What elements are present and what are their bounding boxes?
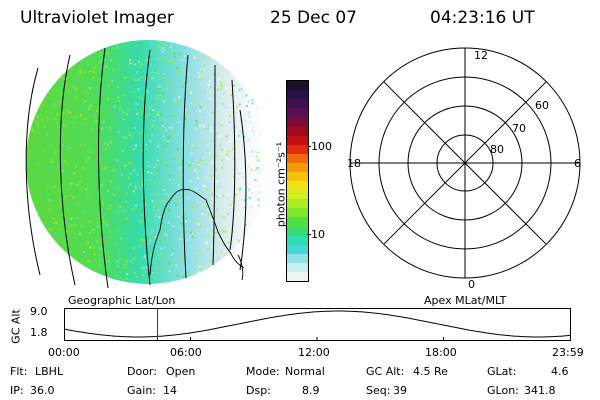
status-glon-label: GLon: — [487, 384, 519, 397]
status-seq-value: 39 — [393, 384, 407, 397]
timeline-frame — [64, 308, 571, 341]
longitude-lines — [25, 47, 247, 289]
colorbar-swatch — [287, 181, 308, 191]
status-dsp-label: Dsp: — [246, 384, 271, 397]
timeline-xtick-0000: 00:00 — [48, 346, 80, 359]
colorbar-swatch — [287, 117, 308, 127]
timeline-right-label: Apex MLat/MLT — [424, 294, 507, 307]
colorbar-swatch — [287, 217, 308, 227]
timeline-xtick-0600: 06:00 — [170, 346, 202, 359]
observation-time: 04:23:16 UT — [430, 8, 535, 28]
timeline-ytick-min: 1.8 — [30, 326, 48, 339]
colorbar-swatch — [287, 99, 308, 109]
status-mode-value: Normal — [285, 365, 325, 378]
altitude-timeline — [64, 308, 572, 341]
colorbar-swatch — [287, 81, 308, 91]
colorbar-swatch — [287, 171, 308, 182]
mlt-label-12: 12 — [474, 49, 488, 62]
instrument-title: Ultraviolet Imager — [20, 8, 174, 28]
colorbar-swatch — [287, 235, 308, 245]
colorbar-swatch — [287, 135, 308, 145]
colorbar-swatch — [287, 144, 308, 154]
colorbar-swatch — [287, 262, 308, 272]
status-seq-label: Seq: — [366, 384, 391, 397]
status-dsp-value: 8.9 — [302, 384, 320, 397]
timeline-axis-label: GC Alt — [9, 309, 23, 344]
colorbar-tick-10: 10 — [311, 228, 325, 241]
status-mode-label: Mode: — [246, 365, 280, 378]
colorbar-swatch — [287, 199, 308, 209]
timeline-left-label: Geographic Lat/Lon — [68, 294, 176, 307]
coastline — [149, 188, 245, 281]
observation-date: 25 Dec 07 — [270, 8, 357, 28]
timeline-xtick-1200: 12:00 — [298, 346, 330, 359]
color-scale-bar — [286, 80, 309, 282]
status-flt-label: Flt: — [10, 365, 28, 378]
auroral-emission — [26, 40, 260, 284]
timeline-xtick-1800: 18:00 — [425, 346, 457, 359]
status-glon-value: 341.8 — [524, 384, 556, 397]
status-flt-value: LBHL — [35, 365, 64, 378]
lat-label-60: 60 — [535, 99, 549, 112]
colorbar-swatch — [287, 126, 308, 136]
status-gain-value: 14 — [163, 384, 177, 397]
status-door-label: Door: — [127, 365, 157, 378]
colorbar-swatch — [287, 153, 308, 163]
mlt-label-6: 6 — [574, 157, 581, 170]
colorbar-tick-100: 100 — [311, 140, 332, 153]
mlt-line-diag2 — [383, 81, 547, 245]
colorbar-unit-label: photon cm⁻²s⁻¹ — [274, 141, 288, 228]
timeline-ytick-max: 9.0 — [30, 305, 48, 318]
timeline-xtick-2359: 23:59 — [552, 346, 584, 359]
status-gcalt-value: 4.5 Re — [413, 365, 448, 378]
status-gain-label: Gain: — [127, 384, 156, 397]
colorbar-swatch — [287, 108, 308, 118]
status-door-value: Open — [166, 365, 196, 378]
altitude-curve — [64, 310, 572, 338]
uv-earth-image — [25, 40, 260, 289]
colorbar-swatch — [287, 90, 308, 100]
colorbar-swatch — [287, 253, 308, 263]
lat-label-80: 80 — [490, 143, 504, 156]
colorbar-swatch — [287, 271, 308, 281]
status-glat-label: GLat: — [487, 365, 517, 378]
lat-label-70: 70 — [512, 122, 526, 135]
status-gcalt-label: GC Alt: — [366, 365, 405, 378]
status-glat-value: 4.6 — [551, 365, 569, 378]
status-ip-value: 36.0 — [30, 384, 55, 397]
colorbar-swatch — [287, 226, 308, 236]
polar-grid-plot: 12 18 6 0 60 70 80 — [347, 47, 581, 290]
colorbar-swatch — [287, 190, 308, 200]
mlt-label-0: 0 — [468, 278, 475, 290]
colorbar-swatch — [287, 244, 308, 254]
status-ip-label: IP: — [10, 384, 24, 397]
mlt-label-18: 18 — [347, 157, 361, 170]
colorbar-swatch — [287, 208, 308, 218]
colorbar-swatch — [287, 162, 308, 172]
